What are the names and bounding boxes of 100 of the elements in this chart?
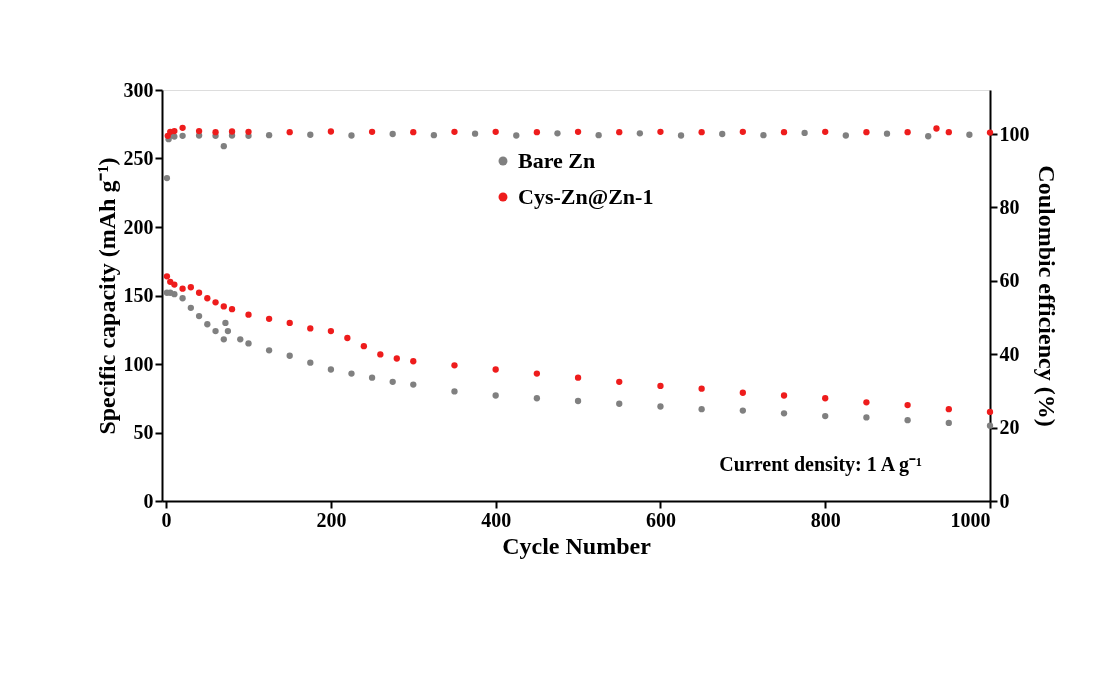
point: [822, 395, 829, 402]
point: [574, 128, 582, 135]
point: [842, 132, 849, 139]
point: [513, 132, 520, 139]
y-axis-title: Specific capacity (mAh g⁻¹): [93, 157, 120, 435]
point: [863, 129, 870, 136]
point: [327, 366, 335, 373]
point: [739, 389, 746, 396]
point: [933, 125, 940, 132]
point: [986, 129, 994, 136]
y2-tick-label: 60: [999, 269, 1020, 292]
point: [533, 129, 541, 136]
point: [286, 352, 293, 359]
point: [574, 374, 582, 381]
point: [904, 401, 911, 409]
point: [171, 290, 178, 298]
point: [212, 129, 219, 136]
point: [966, 131, 973, 138]
y2-axis-title: Coulombic efficiency (%): [1033, 165, 1060, 427]
y2-tick-label: 40: [999, 342, 1020, 365]
point: [265, 131, 273, 139]
point: [945, 419, 952, 427]
point: [389, 378, 396, 385]
point: [904, 129, 911, 136]
point: [492, 392, 499, 399]
point: [265, 315, 273, 322]
point: [204, 321, 211, 328]
point: [616, 129, 623, 136]
point: [344, 334, 351, 342]
point: [307, 359, 314, 366]
point: [801, 129, 808, 137]
point: [945, 129, 952, 136]
point: [245, 128, 252, 135]
point: [677, 132, 685, 139]
point: [410, 129, 417, 136]
point: [286, 319, 293, 327]
point: [636, 130, 644, 137]
point: [307, 325, 314, 332]
point: [327, 327, 335, 335]
point: [163, 174, 171, 182]
point: [368, 374, 376, 381]
point: [739, 407, 746, 414]
x-axis-title: Cycle Number: [502, 532, 652, 559]
point: [179, 295, 186, 302]
point: [179, 132, 186, 140]
point: [327, 128, 335, 135]
point: [986, 422, 994, 429]
point: [986, 408, 994, 416]
point: [286, 129, 293, 136]
point: [171, 127, 178, 135]
point: [348, 370, 355, 377]
point: [224, 327, 232, 335]
y-tick-label: 300: [123, 78, 154, 101]
point: [410, 381, 417, 388]
point: [222, 319, 229, 327]
point: [925, 133, 932, 140]
point: [307, 131, 314, 138]
point: [220, 336, 227, 343]
point: [195, 312, 203, 320]
point: [945, 406, 952, 413]
point: [822, 128, 829, 135]
point: [904, 417, 911, 424]
x-tick-label: 800: [810, 508, 841, 531]
y-tick-label: 50: [133, 421, 154, 443]
point: [171, 281, 178, 288]
point: [237, 336, 244, 343]
point: [780, 129, 788, 136]
point: [657, 382, 664, 390]
y-tick-label: 200: [123, 215, 154, 238]
point: [220, 142, 227, 150]
point: [492, 366, 499, 373]
point: [410, 358, 417, 365]
point: [212, 327, 219, 335]
point: [554, 130, 561, 137]
y-tick-label: 0: [143, 489, 154, 512]
point: [863, 399, 870, 406]
point: [698, 129, 705, 136]
point: [212, 299, 219, 306]
point: [451, 388, 458, 395]
point: [389, 130, 396, 138]
point: [533, 370, 541, 377]
point: [187, 304, 194, 311]
point: [739, 128, 746, 135]
point: [265, 347, 273, 354]
y2-tick-label: 0: [999, 489, 1010, 512]
point: [760, 131, 767, 139]
point: [533, 395, 541, 402]
point: [657, 128, 664, 135]
x-tick-label: 1000: [950, 508, 991, 531]
legend-label: Cys-Zn@Zn-1: [518, 184, 654, 209]
point: [822, 412, 829, 420]
point: [245, 311, 252, 318]
annotation: Current density: 1 A g⁻¹: [719, 453, 922, 476]
point: [228, 128, 236, 135]
point: [451, 362, 458, 369]
point: [179, 124, 186, 131]
point: [171, 133, 178, 140]
point: [228, 306, 236, 313]
x-tick-label: 200: [316, 508, 347, 531]
point: [348, 132, 355, 139]
